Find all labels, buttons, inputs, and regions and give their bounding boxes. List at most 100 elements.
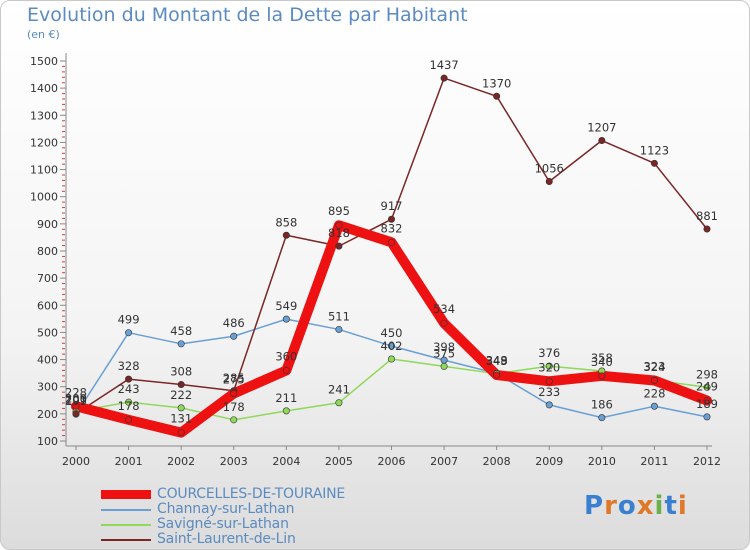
data-point xyxy=(545,377,553,385)
x-tick-label: 2004 xyxy=(272,455,300,468)
data-label: 458 xyxy=(170,324,192,338)
data-point xyxy=(598,137,606,145)
data-point xyxy=(72,410,80,418)
data-label: 858 xyxy=(275,215,297,229)
data-label: 201 xyxy=(65,394,87,408)
data-label: 209 xyxy=(65,391,87,405)
data-label: 895 xyxy=(328,204,350,218)
data-label: 818 xyxy=(328,226,350,240)
data-label: 233 xyxy=(538,385,560,399)
data-point xyxy=(125,398,133,406)
data-label: 917 xyxy=(381,199,403,213)
data-label: 1207 xyxy=(587,121,616,135)
x-tick-label: 2007 xyxy=(430,455,458,468)
data-label: 178 xyxy=(223,400,245,414)
y-tick-label: 1500 xyxy=(30,55,58,68)
data-point xyxy=(72,402,80,410)
data-point xyxy=(440,74,448,82)
data-point xyxy=(703,413,711,421)
data-point xyxy=(545,362,553,370)
y-tick-label: 900 xyxy=(37,218,58,231)
data-label: 511 xyxy=(328,309,350,323)
data-label: 375 xyxy=(433,346,455,360)
y-tick-label: 1400 xyxy=(30,82,58,95)
data-point xyxy=(230,416,238,424)
data-label: 348 xyxy=(486,354,508,368)
axes: 100 200 300 400 500 600 700 800 900 1000 1100 1200 1… xyxy=(30,53,721,468)
x-tick-label: 2010 xyxy=(588,455,616,468)
legend-label: COURCELLES-DE-TOURAINE xyxy=(157,486,346,502)
data-point xyxy=(387,355,395,363)
data-point xyxy=(335,325,343,333)
data-point xyxy=(125,375,133,383)
data-point xyxy=(177,429,185,437)
data-label: 228 xyxy=(65,385,87,399)
logo-letter: o xyxy=(617,491,637,521)
y-tick-label: 1100 xyxy=(30,164,58,177)
legend-swatch xyxy=(101,538,151,541)
x-tick-label: 2003 xyxy=(220,455,248,468)
data-point xyxy=(493,92,501,100)
x-tick-label: 2005 xyxy=(325,455,353,468)
data-point xyxy=(703,383,711,391)
data-point xyxy=(282,407,290,415)
legend-item: Channay-sur-Lathan xyxy=(101,502,345,517)
data-point xyxy=(177,381,185,389)
x-tick-label: 2000 xyxy=(62,455,90,468)
x-tick-label: 2012 xyxy=(693,455,721,468)
data-point xyxy=(387,342,395,350)
legend-swatch xyxy=(101,523,151,526)
data-label: 211 xyxy=(275,391,297,405)
data-label: 398 xyxy=(433,340,455,354)
data-label: 343 xyxy=(486,354,508,368)
y-tick-label: 1300 xyxy=(30,109,58,122)
data-point xyxy=(703,225,711,233)
data-label: 360 xyxy=(275,349,297,363)
data-label: 1370 xyxy=(482,76,511,90)
legend-swatch xyxy=(101,508,151,511)
data-label: 222 xyxy=(170,388,192,402)
logo-letter: r xyxy=(604,491,618,521)
data-label: 499 xyxy=(118,313,140,327)
legend-item: Saint-Laurent-de-Lin xyxy=(101,532,345,547)
data-label: 189 xyxy=(696,397,718,411)
data-label: 1437 xyxy=(429,58,458,72)
y-tick-label: 200 xyxy=(37,408,58,421)
data-label: 241 xyxy=(328,383,350,397)
data-point xyxy=(493,371,501,379)
legend-swatch xyxy=(101,490,151,499)
y-tick-label: 500 xyxy=(37,326,58,339)
data-point xyxy=(125,329,133,337)
y-tick-label: 400 xyxy=(37,354,58,367)
data-label: 131 xyxy=(170,412,192,426)
legend: COURCELLES-DE-TOURAINE Channay-sur-Lathan… xyxy=(101,487,345,547)
y-tick-label: 1000 xyxy=(30,191,58,204)
data-label: 1123 xyxy=(640,143,669,157)
data-label: 186 xyxy=(591,398,613,412)
data-point xyxy=(125,416,133,424)
x-tick-label: 2002 xyxy=(167,455,195,468)
data-point xyxy=(282,231,290,239)
data-labels: 199 499 458 486 549 511 450 398 349 233 186 228 189 2… xyxy=(65,58,718,425)
data-label: 1056 xyxy=(535,162,564,176)
data-point xyxy=(650,159,658,167)
data-point xyxy=(335,242,343,250)
data-point xyxy=(598,414,606,422)
x-tick-label: 2009 xyxy=(535,455,563,468)
data-point xyxy=(440,362,448,370)
logo-letter: t xyxy=(664,491,678,521)
logo-letter: i xyxy=(654,491,665,521)
data-point xyxy=(230,332,238,340)
data-point xyxy=(650,402,658,410)
data-point xyxy=(703,397,711,405)
data-label: 178 xyxy=(118,399,140,413)
chart-title: Evolution du Montant de la Dette par Hab… xyxy=(27,4,468,26)
data-label: 308 xyxy=(170,365,192,379)
y-tick-label: 700 xyxy=(37,272,58,285)
data-label: 349 xyxy=(486,353,508,367)
data-point xyxy=(650,376,658,384)
data-point xyxy=(387,238,395,246)
data-point xyxy=(545,178,553,186)
